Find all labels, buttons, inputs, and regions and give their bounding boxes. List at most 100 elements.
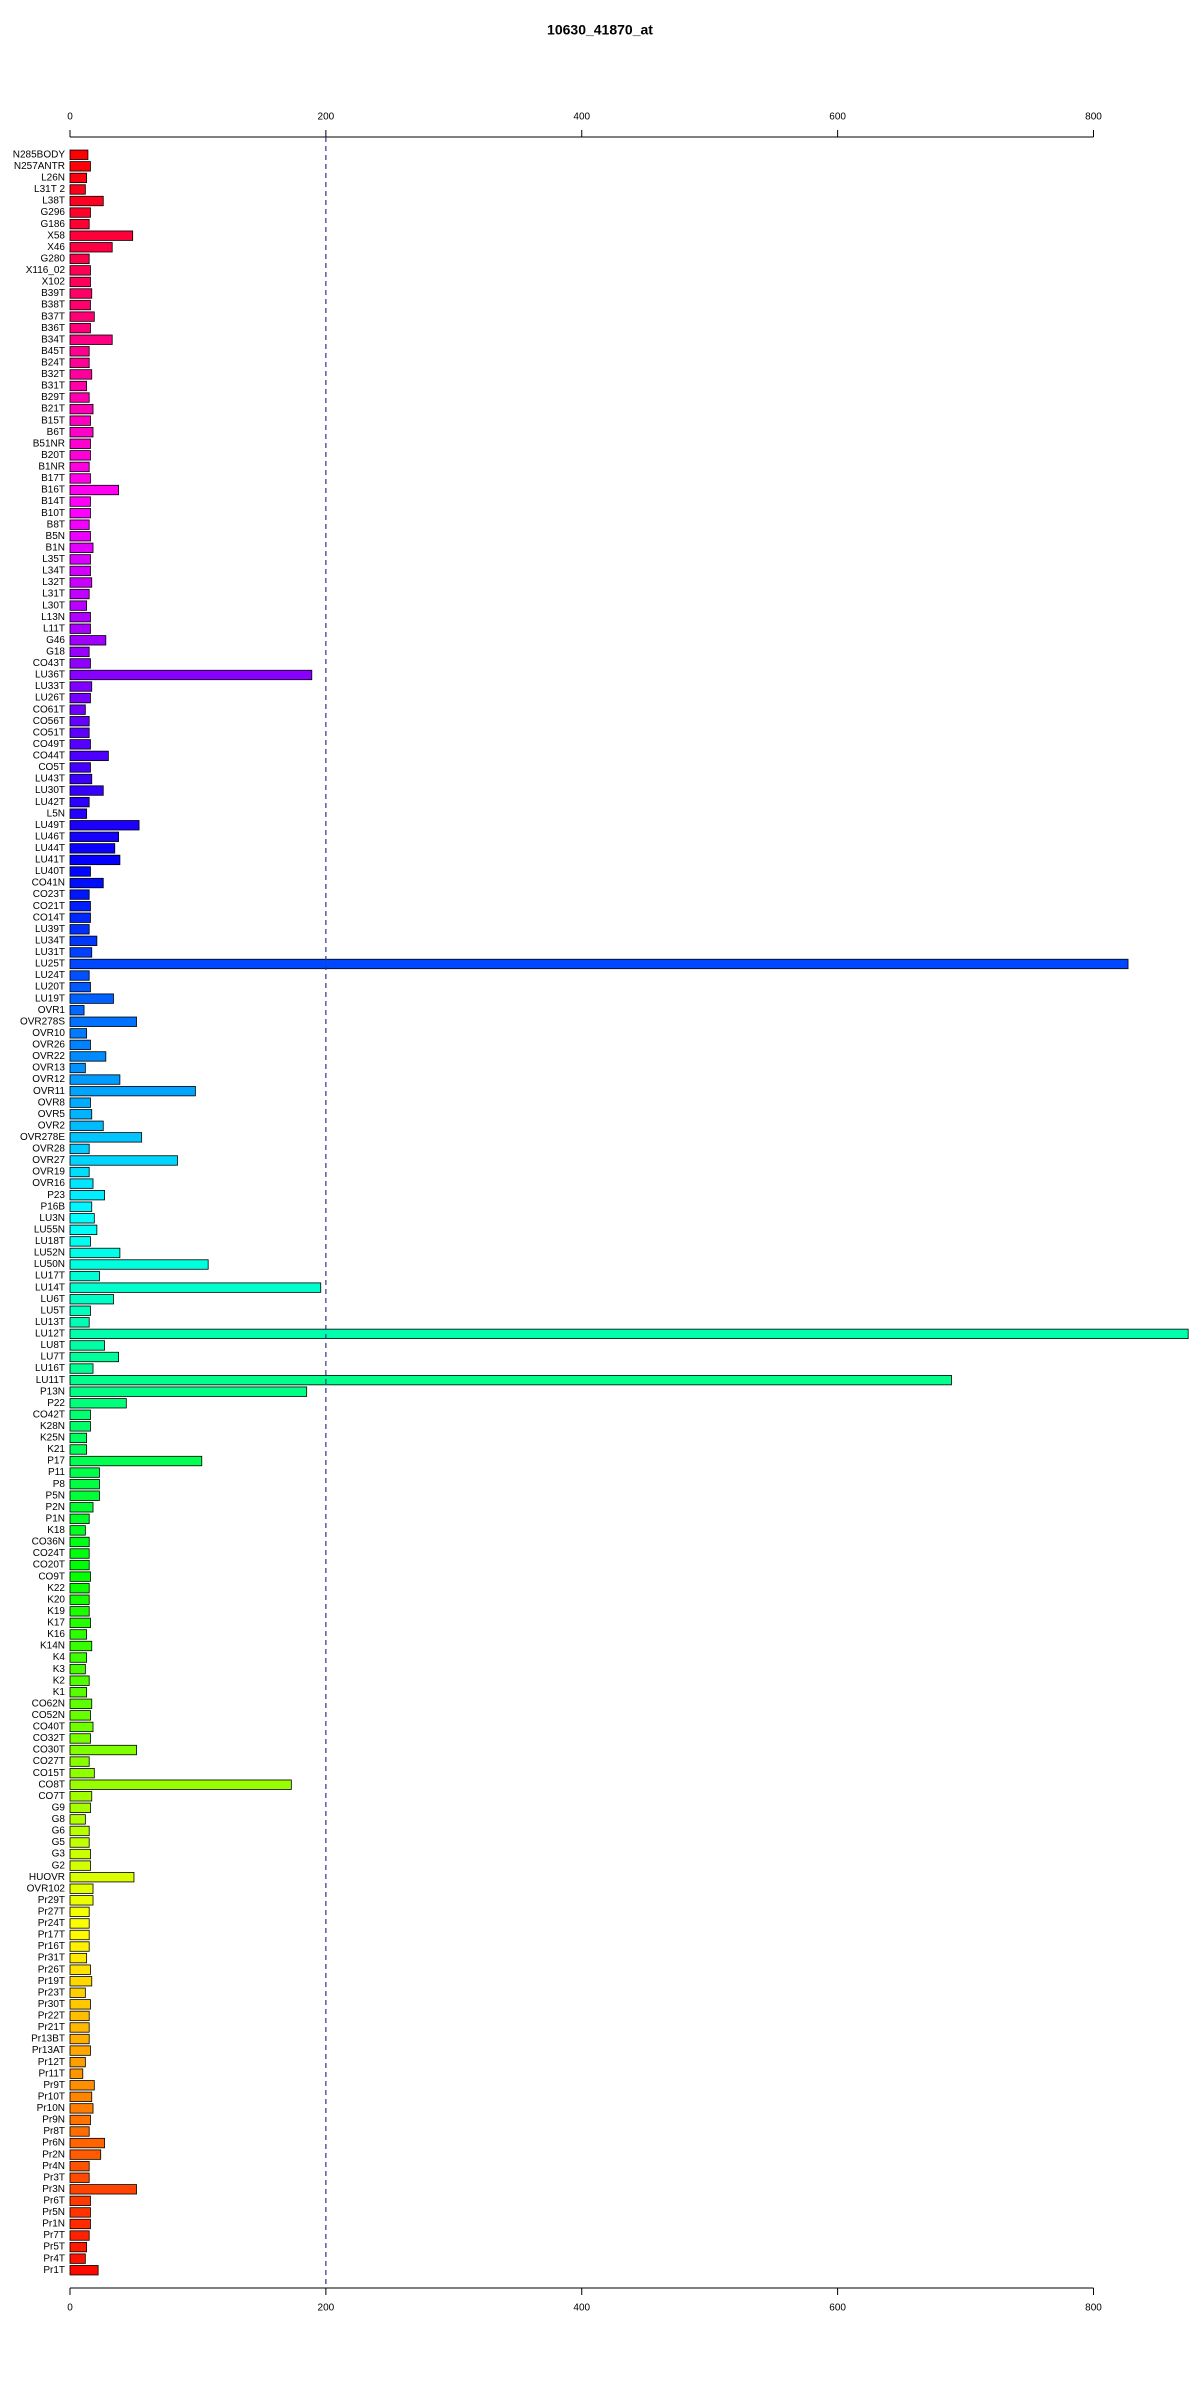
- y-tick-label: Pr16T: [38, 1941, 65, 1952]
- y-tick-label: LU33T: [35, 681, 65, 692]
- bar: [69, 380, 88, 392]
- y-tick-label: Pr4N: [42, 2161, 65, 2172]
- bar: [69, 1259, 209, 1270]
- bar: [69, 866, 91, 877]
- y-tick-label: Pr3T: [43, 2172, 65, 2183]
- y-tick-label: Pr4T: [43, 2253, 65, 2264]
- y-tick-label: CO42T: [33, 1409, 65, 1420]
- bar: [69, 2172, 90, 2183]
- y-tick-label: LU30T: [35, 785, 65, 796]
- y-tick-label: Pr12T: [38, 2057, 65, 2068]
- bar: [69, 785, 104, 796]
- y-tick-label: L38T: [42, 196, 65, 207]
- y-tick-label: P8: [53, 1479, 66, 1490]
- y-tick-label: P22: [47, 1398, 65, 1409]
- y-tick-label: CO30T: [33, 1745, 65, 1756]
- y-tick-label: OVR12: [32, 1074, 65, 1085]
- y-tick-label: G46: [46, 635, 65, 646]
- y-tick-label: CO8T: [38, 1779, 65, 1790]
- bar: [69, 1744, 137, 1756]
- bar: [69, 438, 91, 449]
- bar: [69, 1883, 94, 1894]
- y-tick-label: Pr30T: [38, 1999, 65, 2010]
- y-tick-label: LU12T: [35, 1329, 65, 1340]
- y-tick-label: B1NR: [38, 462, 65, 473]
- bar: [69, 1721, 94, 1733]
- bar: [69, 1178, 94, 1189]
- y-tick-label: G296: [41, 207, 66, 218]
- bar: [69, 2033, 90, 2045]
- y-tick-label: LU3N: [39, 1213, 65, 1224]
- bar: [69, 519, 90, 530]
- bar: [69, 1825, 90, 1837]
- bar: [69, 1317, 90, 1328]
- bar: [69, 1236, 91, 1247]
- y-tick-label: K19: [47, 1606, 65, 1617]
- bar: [69, 2265, 99, 2276]
- y-tick-label: B29T: [41, 392, 65, 403]
- y-tick-label: K14N: [40, 1641, 65, 1652]
- y-tick-label: X46: [47, 242, 65, 253]
- y-tick-label: G18: [46, 646, 65, 657]
- bar: [69, 184, 86, 195]
- bar: [69, 1016, 137, 1027]
- bar: [69, 669, 313, 681]
- bar: [69, 1802, 91, 1813]
- bar: [69, 612, 91, 623]
- bar: [69, 854, 121, 866]
- x-tick-label: 0: [67, 2303, 73, 2314]
- bar: [69, 2080, 95, 2091]
- y-tick-label: LU20T: [35, 982, 65, 993]
- y-tick-label: LU14T: [35, 1282, 65, 1293]
- bar: [69, 369, 93, 380]
- bar: [69, 623, 91, 634]
- bar: [69, 507, 91, 519]
- y-tick-label: CO41N: [32, 878, 65, 889]
- bar: [69, 461, 90, 473]
- y-tick-label: P1N: [46, 1513, 65, 1524]
- bar: [69, 820, 140, 831]
- chart-title: 10630_41870_at: [547, 22, 653, 38]
- bar: [69, 947, 93, 958]
- y-tick-label: L31T 2: [34, 184, 65, 195]
- bar: [69, 1837, 90, 1848]
- y-tick-label: Pr1N: [42, 2219, 65, 2230]
- x-tick-label: 800: [1085, 112, 1102, 123]
- bar: [69, 1213, 95, 1224]
- bar: [69, 1687, 88, 1698]
- bar: [69, 334, 113, 345]
- bar: [69, 1929, 90, 1941]
- x-tick-label: 0: [67, 112, 73, 123]
- y-tick-label: P13N: [40, 1386, 65, 1397]
- y-tick-label: B45T: [41, 346, 65, 357]
- bar: [69, 588, 90, 600]
- y-tick-label: Pr29T: [38, 1895, 65, 1906]
- bar: [69, 2241, 88, 2253]
- bar: [69, 600, 88, 611]
- bar: [69, 2195, 91, 2207]
- y-tick-label: LU17T: [35, 1271, 65, 1282]
- y-tick-label: OVR27: [32, 1155, 65, 1166]
- y-tick-label: Pr24T: [38, 1918, 65, 1929]
- bar: [69, 1039, 91, 1051]
- bar: [69, 161, 91, 172]
- x-tick-label: 200: [318, 2303, 335, 2314]
- bar: [69, 1201, 93, 1212]
- bar: [69, 1155, 178, 1166]
- bar: [69, 1328, 1189, 1340]
- y-tick-label: Pr6N: [42, 2138, 65, 2149]
- bar: [69, 1848, 91, 1860]
- y-tick-label: CO24T: [33, 1548, 65, 1559]
- bar: [69, 2137, 105, 2149]
- bar: [69, 1166, 90, 1178]
- bar: [69, 1756, 90, 1767]
- y-tick-label: B16T: [41, 485, 65, 496]
- bar: [69, 2126, 90, 2137]
- y-tick-label: LU34T: [35, 935, 65, 946]
- x-tick-label: 600: [829, 112, 846, 123]
- y-tick-label: CO7T: [38, 1791, 65, 1802]
- bar: [69, 230, 134, 241]
- bar: [69, 1074, 121, 1085]
- y-tick-label: LU55N: [34, 1224, 65, 1235]
- y-tick-label: B8T: [47, 519, 65, 530]
